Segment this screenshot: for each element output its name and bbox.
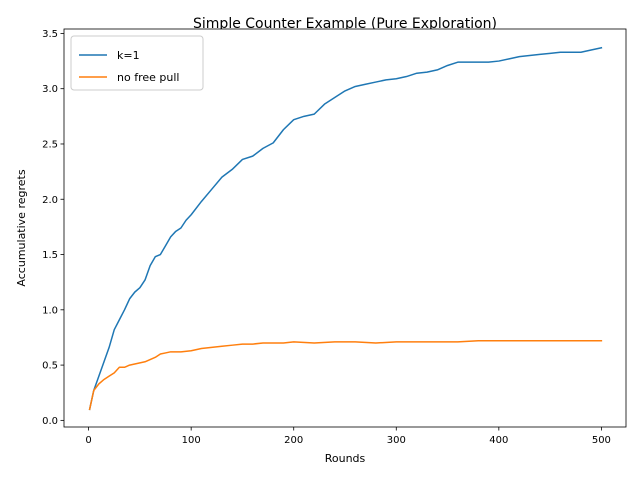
x-tick-label: 200	[284, 435, 303, 446]
plot-frame	[63, 28, 627, 428]
x-axis: 0 100 200 300 400 500	[85, 427, 611, 446]
y-tick-label: 3.0	[42, 84, 58, 95]
x-tick-label: 300	[387, 435, 406, 446]
x-axis-label: Rounds	[325, 452, 366, 465]
y-tick-label: 0.5	[42, 361, 58, 372]
y-tick-label: 1.0	[42, 305, 58, 316]
series-line-1	[88, 46, 603, 411]
y-tick-label: 0.0	[42, 416, 58, 427]
x-tick-label: 100	[182, 435, 201, 446]
y-tick-label: 1.5	[42, 250, 58, 261]
x-tick-label: 400	[489, 435, 508, 446]
y-axis: 0.0 0.5 1.0 1.5 2.0 2.5 3.0 3.5	[42, 29, 64, 427]
y-axis-label: Accumulative regrets	[15, 169, 28, 286]
legend-label-2: no free pull	[117, 71, 179, 84]
y-tick-label: 2.5	[42, 139, 58, 150]
y-tick-label: 2.0	[42, 195, 58, 206]
plot-area	[64, 29, 626, 427]
y-tick-label: 3.5	[42, 29, 58, 40]
chart-title: Simple Counter Example (Pure Exploration…	[193, 16, 497, 32]
series-layer	[88, 46, 603, 411]
legend: k=1 no free pull	[70, 35, 204, 91]
legend-label-1: k=1	[117, 49, 140, 62]
x-tick-label: 0	[85, 435, 91, 446]
x-tick-label: 500	[592, 435, 611, 446]
series-line-2	[88, 340, 603, 411]
